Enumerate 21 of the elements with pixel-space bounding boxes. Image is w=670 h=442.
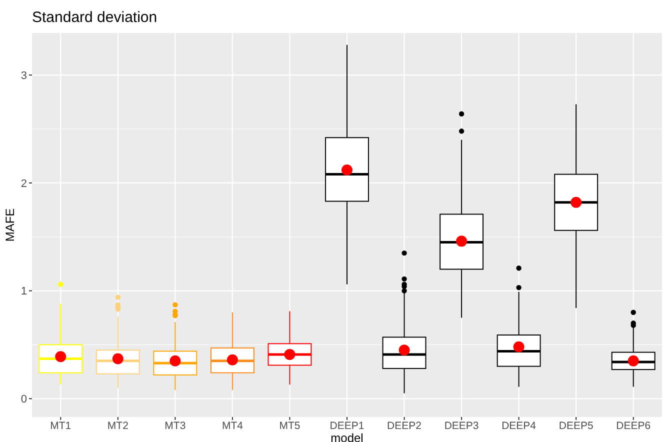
x-tick-label: MT3 [164,420,186,432]
x-tick-label: DEEP6 [616,420,651,432]
x-tick-label: DEEP5 [558,420,594,432]
x-axis-title: model [330,431,364,442]
x-tick-label: DEEP2 [387,420,422,432]
x-tick-label: DEEP1 [330,420,364,432]
x-tick-label: DEEP3 [444,420,479,432]
y-tick-label: 2 [20,178,27,190]
x-tick-label: MT1 [50,420,72,432]
point [456,236,468,247]
x-tick-label: MT4 [222,420,244,432]
x-tick-label: MT2 [107,420,129,432]
y-tick-label: 1 [20,286,27,298]
chart-title: Standard deviation [32,9,158,26]
point [570,196,582,208]
x-tick-label: MT5 [279,420,300,432]
y-axis-title: MAFE [3,208,17,242]
y-tick-label: 3 [20,70,27,82]
x-tick-label: DEEP4 [502,420,536,432]
point [342,164,352,176]
y-tick-label: 0 [20,394,27,406]
